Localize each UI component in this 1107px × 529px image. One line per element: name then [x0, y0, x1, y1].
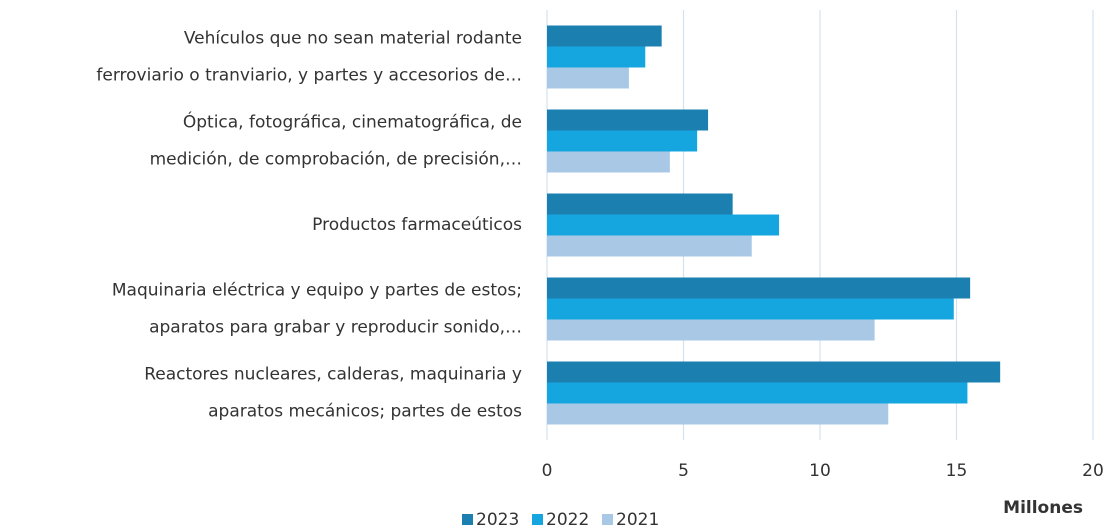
- legend-swatch: [602, 514, 613, 525]
- x-tick-label: 5: [678, 461, 689, 481]
- x-tick-label: 20: [1082, 461, 1104, 481]
- y-tick-label: Reactores nucleares, calderas, maquinari…: [144, 365, 522, 422]
- bar: [547, 319, 875, 341]
- legend-swatch: [462, 514, 473, 525]
- bar: [547, 277, 971, 299]
- y-tick-label: Productos farmaceúticos: [312, 215, 522, 235]
- bar: [547, 214, 780, 236]
- bar: [547, 109, 709, 131]
- bar: [547, 25, 662, 47]
- legend-swatch: [532, 514, 543, 525]
- bar: [547, 130, 698, 152]
- x-tick-label: 15: [946, 461, 968, 481]
- bar: [547, 403, 889, 425]
- bar: [547, 361, 1001, 383]
- legend-label: 2021: [616, 510, 659, 529]
- x-axis-label: Millones: [1003, 498, 1083, 518]
- bar: [547, 46, 646, 68]
- x-tick-label: 0: [542, 461, 553, 481]
- y-tick-label: Vehículos que no sean material rodante fe…: [96, 29, 522, 86]
- y-tick-label: Maquinaria eléctrica y equipo y partes d…: [112, 281, 522, 338]
- bar: [547, 298, 954, 320]
- bar: [547, 193, 733, 215]
- bar: [547, 151, 670, 173]
- y-tick-label: Óptica, fotográfica, cinematográfica, de…: [150, 111, 522, 170]
- bar: [547, 235, 752, 257]
- x-tick-label: 10: [809, 461, 831, 481]
- legend-label: 2022: [546, 510, 589, 529]
- legend-label: 2023: [476, 510, 519, 529]
- bar: [547, 67, 629, 89]
- bar: [547, 382, 968, 404]
